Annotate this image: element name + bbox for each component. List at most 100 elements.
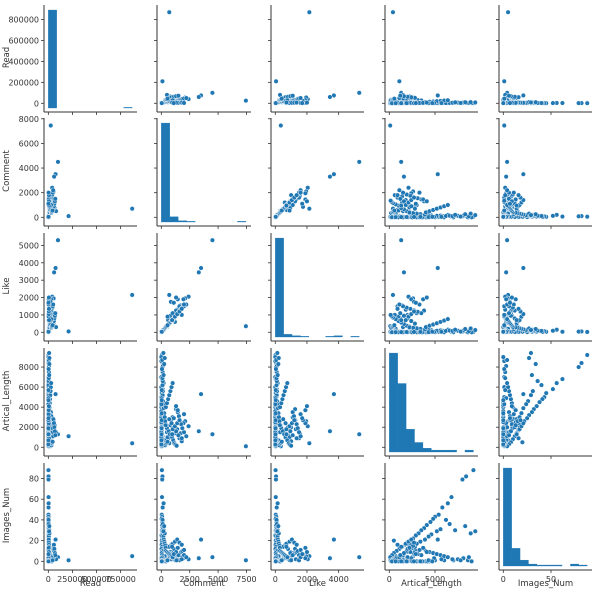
scatter-point [424, 295, 430, 301]
scatter-point [45, 437, 51, 443]
y-tick-label: 80 [29, 474, 39, 483]
y-tick-label: 4000 [19, 259, 39, 268]
scatter-point [179, 306, 185, 312]
scatter-point [304, 198, 310, 204]
scatter-point [331, 391, 337, 397]
scatter-point [160, 528, 166, 534]
scatter-point [390, 9, 396, 15]
scatter-point [509, 295, 515, 301]
scatter-point [398, 237, 404, 243]
scatter-point [396, 187, 402, 193]
scatter-point [398, 159, 404, 165]
y-tick-label: 200000 [8, 78, 39, 87]
scatter-point [52, 310, 58, 316]
scatter-point [411, 214, 417, 220]
scatter-point [504, 316, 510, 322]
y-tick-label: 2000 [19, 423, 39, 432]
scatter-point [398, 214, 404, 220]
scatter-point [278, 122, 284, 129]
scatter-point [504, 357, 510, 363]
scatter-point [159, 558, 165, 564]
scatter-point [388, 198, 394, 204]
scatter-point [397, 310, 403, 316]
scatter-point [448, 494, 455, 500]
scatter-point [417, 558, 423, 564]
scatter-point [393, 100, 399, 106]
scatter-point [554, 380, 560, 386]
scatter-point [445, 554, 451, 560]
scatter-point [435, 92, 441, 98]
scatter-point [411, 540, 417, 546]
x-axis-label-images-num: Images_Num [518, 579, 573, 589]
scatter-point [404, 329, 410, 335]
scatter-point [462, 523, 468, 529]
scatter-point [401, 174, 407, 180]
scatter-point [274, 504, 280, 511]
scatter-point [397, 552, 403, 558]
scatter-point [452, 527, 458, 533]
scatter-point [327, 428, 333, 434]
x-axis-label-read: Read [80, 579, 101, 589]
scatter-point [528, 350, 534, 356]
scatter-point [517, 417, 524, 423]
scatter-point [528, 327, 534, 333]
scatter-point [181, 301, 187, 308]
scatter-point [401, 269, 407, 275]
scatter-point [51, 269, 57, 275]
scatter-point [458, 557, 464, 563]
scatter-point [393, 214, 399, 220]
y-tick-label: 8000 [19, 363, 39, 372]
scatter-point [507, 415, 513, 421]
scatter-point [291, 417, 297, 423]
scatter-point [276, 355, 282, 361]
scatter-point [500, 329, 506, 335]
scatter-point [52, 552, 58, 558]
scatter-point [159, 78, 165, 84]
scatter-point [429, 329, 435, 335]
scatter-point [584, 329, 590, 335]
scatter-point [45, 425, 51, 431]
scatter-point [186, 423, 192, 429]
scatter-point [413, 300, 419, 306]
scatter-point [159, 410, 165, 416]
hist-bar-images-num [503, 467, 512, 567]
scatter-point [173, 403, 179, 409]
scatter-point [500, 417, 506, 423]
scatter-point [528, 392, 534, 398]
scatter-point [513, 407, 519, 413]
scatter-point [398, 558, 404, 564]
scatter-point [53, 265, 59, 271]
scatter-point [275, 372, 281, 378]
scatter-point [283, 431, 289, 437]
scatter-point [393, 329, 399, 335]
scatter-point [279, 96, 285, 102]
scatter-point [302, 190, 308, 196]
scatter-point [161, 500, 167, 506]
scatter-point [397, 93, 403, 99]
scatter-point [283, 544, 289, 550]
scatter-point [284, 380, 290, 386]
scatter-point [576, 364, 582, 370]
scatter-point [331, 537, 337, 543]
scatter-point [183, 95, 189, 101]
x-tick-label: 0 [387, 575, 392, 584]
scatter-point [429, 100, 435, 106]
scatter-point [287, 428, 293, 434]
scatter-point [46, 350, 52, 356]
scatter-point [48, 122, 54, 129]
scatter-point [294, 192, 300, 198]
scatter-point [445, 202, 451, 208]
scatter-point [576, 100, 582, 106]
scatter-point [51, 174, 57, 180]
scatter-point [500, 397, 506, 403]
scatter-point [470, 467, 476, 473]
x-tick-label: 5000 [425, 575, 445, 584]
scatter-point [536, 399, 543, 405]
scatter-point [161, 361, 167, 367]
scatter-point [502, 192, 508, 198]
scatter-point [166, 9, 172, 15]
scatter-point [500, 431, 506, 437]
scatter-point [273, 467, 279, 473]
scatter-point [472, 99, 478, 106]
hist-bar-like [325, 336, 335, 338]
